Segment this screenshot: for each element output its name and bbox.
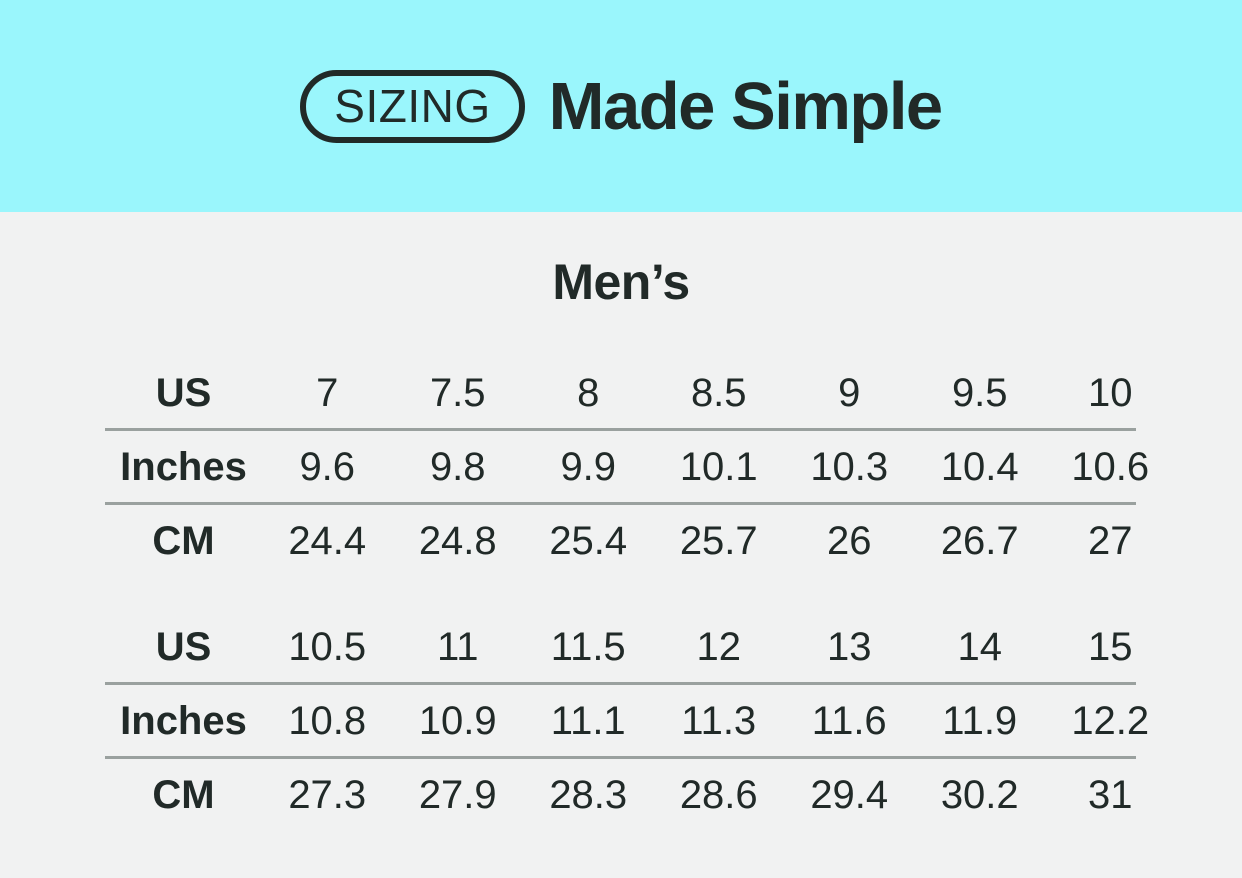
row-label: US <box>155 370 212 415</box>
size-value: 8.5 <box>690 370 747 415</box>
size-value: 10.6 <box>1071 444 1150 489</box>
size-value: 10.5 <box>288 624 367 669</box>
banner-content: SIZING Made Simple <box>300 68 944 144</box>
size-value: 9.8 <box>429 444 486 489</box>
size-value: 11.3 <box>681 698 757 743</box>
size-row-inches: Inches 10.8 10.9 11.1 11.3 11.6 11.9 12.2 <box>105 684 1176 759</box>
size-value: 9 <box>838 370 861 415</box>
size-value: 13 <box>827 624 872 669</box>
size-value: 12 <box>696 624 742 669</box>
size-value: 26 <box>827 518 872 563</box>
size-value: 27.9 <box>418 772 497 817</box>
size-value: 27 <box>1088 518 1133 563</box>
size-row-us: US 10.5 11 11.5 12 13 14 15 <box>105 610 1176 685</box>
size-value: 30.2 <box>940 772 1019 817</box>
size-value: 9.6 <box>299 444 356 489</box>
size-row-inches: Inches 9.6 9.8 9.9 10.1 10.3 10.4 10.6 <box>105 430 1176 505</box>
row-label: Inches <box>120 444 247 489</box>
size-value: 11.9 <box>942 698 1018 743</box>
banner-title: Made Simple <box>548 68 944 144</box>
size-value: 14 <box>957 624 1003 669</box>
size-value: 11.1 <box>550 698 626 743</box>
size-value: 10.8 <box>288 698 367 743</box>
size-row-us: US 7 7.5 8 8.5 9 9.5 10 <box>105 356 1176 431</box>
size-table: US 10.5 11 11.5 12 13 14 15 Inches 10.8 10.9 11.1 11… <box>105 610 1176 832</box>
size-row-cm: CM 27.3 27.9 28.3 28.6 29.4 30.2 31 <box>105 758 1176 832</box>
section-title: Men’s <box>552 254 690 310</box>
header-banner: SIZING Made Simple <box>0 0 1242 212</box>
size-value: 25.4 <box>549 518 628 563</box>
size-value: 11 <box>436 624 479 669</box>
size-value: 24.8 <box>418 518 497 563</box>
size-value: 10.1 <box>679 444 758 489</box>
size-value: 26.7 <box>940 518 1019 563</box>
sizing-badge: SIZING <box>300 69 525 143</box>
size-value: 24.4 <box>288 518 367 563</box>
size-value: 10.4 <box>940 444 1019 489</box>
size-row-cm: CM 24.4 24.8 25.4 25.7 26 26.7 27 <box>105 504 1176 578</box>
size-value: 10 <box>1088 370 1133 415</box>
size-value: 25.7 <box>679 518 758 563</box>
content-area: Men’s US 7 7.5 8 8.5 9 9.5 10 Inches 9.6 9.8 9.9 10.… <box>0 254 1242 832</box>
size-value: 10.3 <box>810 444 889 489</box>
size-value: 11.6 <box>811 698 887 743</box>
size-value: 10.9 <box>418 698 497 743</box>
size-table: US 7 7.5 8 8.5 9 9.5 10 Inches 9.6 9.8 9.9 10.1 10.3 1… <box>105 356 1176 578</box>
size-value: 29.4 <box>810 772 889 817</box>
size-value: 27.3 <box>288 772 367 817</box>
size-value: 28.3 <box>549 772 628 817</box>
size-value: 31 <box>1088 772 1133 817</box>
row-label: US <box>155 624 212 669</box>
size-value: 7.5 <box>429 370 486 415</box>
size-value: 11.5 <box>550 624 626 669</box>
size-value: 9.9 <box>560 444 617 489</box>
row-label: CM <box>152 518 215 563</box>
size-value: 12.2 <box>1071 698 1150 743</box>
row-label: Inches <box>120 698 247 743</box>
row-label: CM <box>152 772 215 817</box>
size-value: 15 <box>1088 624 1133 669</box>
size-value: 7 <box>316 370 339 415</box>
size-value: 9.5 <box>951 370 1008 415</box>
size-value: 28.6 <box>679 772 758 817</box>
size-tables: US 7 7.5 8 8.5 9 9.5 10 Inches 9.6 9.8 9.9 10.1 10.3 1… <box>0 356 1242 832</box>
size-value: 8 <box>577 370 600 415</box>
